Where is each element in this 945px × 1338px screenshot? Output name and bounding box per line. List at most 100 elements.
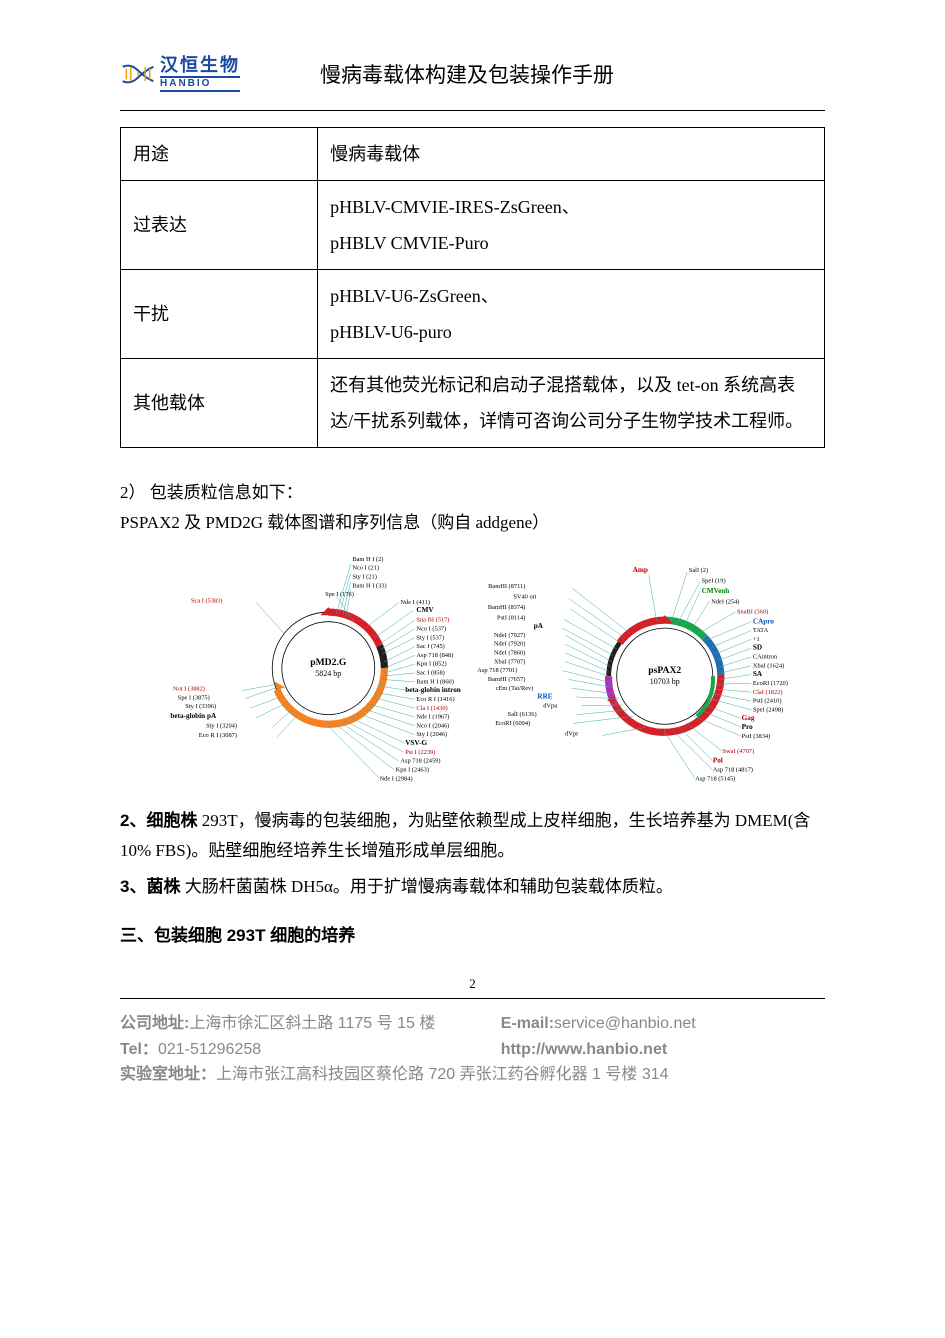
plasmid-left-size: 5824 bp <box>315 669 341 678</box>
plasmid-label: pA <box>534 622 544 630</box>
plasmid-label: CMV <box>416 606 434 614</box>
logo-text-cn: 汉恒生物 <box>160 56 240 74</box>
plasmid-label: Pol <box>713 756 723 764</box>
header-rule <box>120 110 825 111</box>
plasmid-right: psPAX2 10703 bp <box>477 566 788 782</box>
footer-addr: 上海市徐汇区斜土路 1175 号 15 楼 <box>189 1015 435 1032</box>
section2-heading: 2） 包装质粒信息如下： <box>120 478 825 509</box>
plasmid-svg: pMD2.G 5824 bp <box>120 548 825 788</box>
plasmid-label: dVpr <box>565 730 579 737</box>
plasmid-label: +1 <box>753 636 760 643</box>
plasmid-label: NdeI (254) <box>711 598 739 605</box>
plasmid-label: Not I (3882) <box>173 685 205 692</box>
table-row: 过表达 pHBLV-CMVIE-IRES-ZsGreen、 pHBLV CMVI… <box>121 181 825 270</box>
plasmid-label: Asp 718 (848) <box>416 652 453 659</box>
plasmid-label: SA <box>753 670 763 678</box>
plasmid-label: Nde I (2984) <box>380 775 413 782</box>
plasmid-label: SalI (2) <box>689 567 708 574</box>
table-header-row: 用途 慢病毒载体 <box>121 128 825 181</box>
plasmid-label: XbaI (1624) <box>753 662 784 669</box>
footer-email: E-mail:service@hanbio.net <box>501 1011 825 1037</box>
plasmid-label: Sty I (3204) <box>206 722 237 729</box>
plasmid-label: Asp 718 (2459) <box>400 757 440 764</box>
table-cell-vector: pHBLV-CMVIE-IRES-ZsGreen、 pHBLV CMVIE-Pu… <box>318 181 825 270</box>
plasmid-label: TATA <box>753 627 769 634</box>
logo-text-en: HANBIO <box>160 76 240 92</box>
vector-line1: pHBLV-CMVIE-IRES-ZsGreen、 <box>330 197 580 217</box>
page-header: 汉恒生物 HANBIO 慢病毒载体构建及包装操作手册 <box>120 56 825 92</box>
plasmid-label: cEm (Tat/Rev) <box>496 685 534 692</box>
table-cell-purpose: 干扰 <box>121 270 318 359</box>
page-footer: 公司地址:上海市徐汇区斜土路 1175 号 15 楼 E-mail:servic… <box>120 1011 825 1088</box>
vector-table: 用途 慢病毒载体 过表达 pHBLV-CMVIE-IRES-ZsGreen、 p… <box>120 127 825 448</box>
dna-icon <box>120 61 156 87</box>
plasmid-label: SpeI (19) <box>702 577 726 584</box>
footer-email-value: service@hanbio.net <box>554 1015 696 1032</box>
vector-line1: pHBLV-U6-ZsGreen、 <box>330 286 499 306</box>
table-cell-purpose: 过表达 <box>121 181 318 270</box>
plasmid-label: Sac I (745) <box>416 643 444 650</box>
table-header-col1: 用途 <box>121 128 318 181</box>
plasmid-left-name: pMD2.G <box>310 657 347 668</box>
plasmid-label: PstI (3834) <box>742 733 771 740</box>
plasmid-label: Asp 718 (5145) <box>695 775 735 782</box>
plasmid-label: Amp <box>633 566 648 574</box>
plasmid-label: Nde I (411) <box>400 599 430 606</box>
plasmid-label: Sca I (5383) <box>191 597 223 604</box>
plasmid-label: NdeI (7927) <box>494 632 525 639</box>
document-title: 慢病毒载体构建及包装操作手册 <box>320 59 614 89</box>
company-logo: 汉恒生物 HANBIO <box>120 56 240 92</box>
plasmid-label: CAintron <box>753 653 778 660</box>
footer-lab-value: 上海市张江高科技园区蔡伦路 720 弄张江药谷孵化器 1 号楼 314 <box>216 1066 669 1083</box>
plasmid-label: Pst I (2239) <box>405 749 435 756</box>
para2-label: 2、细胞株 <box>120 811 197 830</box>
plasmid-label: BamHI (8711) <box>488 583 525 590</box>
footer-lab-label: 实验室地址： <box>120 1066 216 1083</box>
plasmid-label: Kpn I (2463) <box>396 766 429 773</box>
plasmid-label: EcoRI (1720) <box>753 680 788 687</box>
footer-email-label: E-mail: <box>501 1015 554 1032</box>
plasmid-label: Sac I (858) <box>416 669 444 676</box>
plasmid-label: Nco I (21) <box>352 564 379 571</box>
footer-lab: 实验室地址：上海市张江高科技园区蔡伦路 720 弄张江药谷孵化器 1 号楼 31… <box>120 1062 825 1088</box>
plasmid-label: Sty I (21) <box>352 573 377 580</box>
plasmid-label: beta-globin intron <box>405 686 461 694</box>
footer-addr-label: 公司地址: <box>120 1015 189 1032</box>
plasmid-label: Spe I (176) <box>325 591 354 598</box>
section2-subheading: PSPAX2 及 PMD2G 载体图谱和序列信息（购自 addgene） <box>120 509 825 536</box>
plasmid-label: EcoRI (6094) <box>495 720 530 727</box>
plasmid-label: Sna BI (517) <box>416 616 449 623</box>
vector-line2: pHBLV CMVIE-Puro <box>330 233 489 253</box>
plasmid-label: Eco R I (3087) <box>199 732 237 739</box>
plasmid-label: beta-globin pA <box>170 712 217 720</box>
table-header-col2: 慢病毒载体 <box>318 128 825 181</box>
plasmid-label: NdeI (7860) <box>494 649 525 656</box>
footer-tel-value: 021-51296258 <box>158 1041 261 1058</box>
footer-tel-label: Tel： <box>120 1041 158 1058</box>
plasmid-label: Asp 718 (7701) <box>477 667 517 674</box>
plasmid-label: Sty I (2046) <box>416 731 447 738</box>
footer-address: 公司地址:上海市徐汇区斜土路 1175 号 15 楼 <box>120 1011 501 1037</box>
plasmid-label: Nco I (537) <box>416 625 446 632</box>
plasmid-label: PstI (2410) <box>753 697 782 704</box>
plasmid-label: Bam H I (33) <box>352 582 386 589</box>
plasmid-label: CMVenh <box>702 587 730 595</box>
plasmid-label: SwaI (4707) <box>722 748 754 755</box>
table-row: 其他载体 还有其他荧光标记和启动子混搭载体，以及 tet-on 系统高表达/干扰… <box>121 359 825 448</box>
plasmid-maps-figure: pMD2.G 5824 bp <box>120 548 825 788</box>
plasmid-label: Sty I (3396) <box>185 703 216 710</box>
plasmid-label: Spe I (3875) <box>178 694 210 701</box>
plasmid-label: BamHI (8374) <box>488 604 525 611</box>
plasmid-label: Cla I (1430) <box>416 705 447 712</box>
para2-text: 293T，慢病毒的包装细胞，为贴壁依赖型成上皮样细胞，生长培养基为 DMEM(含… <box>120 811 810 860</box>
plasmid-label: VSV-G <box>405 739 427 747</box>
plasmid-label: RRE <box>537 692 552 700</box>
table-cell-vector: 还有其他荧光标记和启动子混搭载体，以及 tet-on 系统高表达/干扰系列载体，… <box>318 359 825 448</box>
plasmid-label: Pro <box>742 723 753 731</box>
plasmid-label: NdeI (7920) <box>494 641 525 648</box>
plasmid-label: ClaI (1822) <box>753 689 783 696</box>
plasmid-right-size: 10703 bp <box>650 677 680 686</box>
plasmid-label: SpeI (2498) <box>753 706 783 713</box>
plasmid-label: SalI (6136) <box>508 711 537 718</box>
plasmid-label: Sty I (537) <box>416 634 444 641</box>
